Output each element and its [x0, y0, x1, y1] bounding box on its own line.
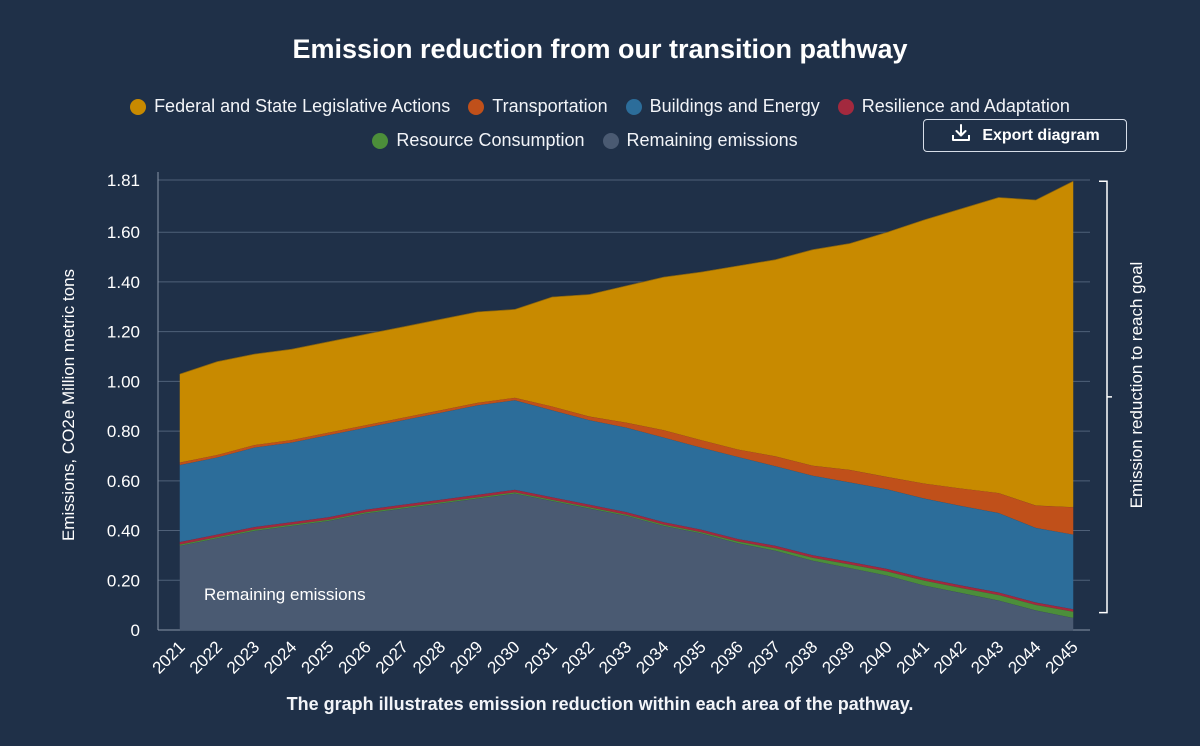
x-tick-label: 2029 [446, 637, 486, 677]
legend-label: Remaining emissions [626, 130, 798, 150]
y-tick-label: 1.81 [107, 171, 140, 190]
x-tick-label: 2035 [670, 637, 710, 677]
x-tick-label: 2032 [558, 637, 598, 677]
x-tick-label: 2034 [632, 637, 672, 677]
legend-swatch [625, 98, 642, 115]
x-tick-label: 2028 [409, 637, 449, 677]
y-tick-label: 1.60 [107, 223, 140, 242]
legend-label: Buildings and Energy [649, 96, 820, 116]
x-tick-label: 2042 [930, 637, 970, 677]
legend-label: Resilience and Adaptation [861, 96, 1070, 116]
y-tick-label: 1.20 [107, 323, 140, 342]
legend: Federal and State Legislative Actions Tra… [0, 96, 1200, 117]
legend-swatch [130, 98, 147, 115]
y-tick-label: 0.20 [107, 571, 140, 590]
legend-swatch [468, 98, 485, 115]
legend-label: Resource Consumption [396, 130, 585, 150]
x-tick-label: 2036 [707, 637, 747, 677]
area-federal-and-state-legislative-actions [179, 180, 1074, 508]
y-tick-label: 1.00 [107, 372, 140, 391]
y-tick-label: 0.60 [107, 472, 140, 491]
x-tick-label: 2041 [893, 637, 933, 677]
reduction-bracket [1099, 180, 1112, 614]
legend: Resource Consumption Remaining emissions [0, 130, 1185, 151]
y-tick-label: 0 [131, 621, 140, 640]
legend-label: Federal and State Legislative Actions [154, 96, 451, 116]
x-tick-label: 2027 [372, 637, 412, 677]
y-tick-label: 0.80 [107, 422, 140, 441]
y-tick-label: 1.40 [107, 273, 140, 292]
legend-item-resilience-and-adaptation: Resilience and Adaptation [837, 96, 1070, 117]
remaining-emissions-label: Remaining emissions [204, 585, 366, 604]
x-tick-label: 2025 [297, 637, 337, 677]
chart-caption: The graph illustrates emission reduction… [286, 694, 914, 714]
x-tick-label: 2043 [967, 637, 1007, 677]
legend-label: Transportation [492, 96, 608, 116]
chart-title: Emission reduction from our transition p… [292, 34, 908, 64]
legend-item-federal-and-state-legislative-actions: Federal and State Legislative Actions [130, 96, 450, 117]
x-tick-label: 2040 [856, 637, 896, 677]
legend-item-remaining-emissions: Remaining emissions [602, 130, 798, 151]
y-tick-label: 0.40 [107, 522, 140, 541]
x-tick-label: 2023 [223, 637, 263, 677]
legend-item-buildings-and-energy: Buildings and Energy [625, 96, 820, 117]
legend-item-transportation: Transportation [468, 96, 608, 117]
series-line-federal-and-state-legislative-actions [179, 180, 1074, 375]
x-tick-label: 2022 [186, 637, 226, 677]
x-tick-label: 2038 [781, 637, 821, 677]
x-tick-label: 2031 [521, 637, 561, 677]
legend-swatch [372, 132, 389, 149]
x-tick-label: 2026 [335, 637, 375, 677]
legend-swatch [837, 98, 854, 115]
x-tick-label: 2037 [744, 637, 784, 677]
legend-item-resource-consumption: Resource Consumption [372, 130, 585, 151]
x-tick-label: 2021 [149, 637, 189, 677]
download-icon [950, 123, 972, 148]
legend-swatch [602, 132, 619, 149]
export-diagram-button[interactable]: Export diagram [923, 119, 1127, 152]
x-tick-label: 2044 [1004, 637, 1044, 677]
export-diagram-label: Export diagram [982, 126, 1100, 144]
x-tick-label: 2030 [484, 637, 524, 677]
x-tick-label: 2033 [595, 637, 635, 677]
reduction-goal-label: Emission reduction to reach goal [1127, 262, 1146, 509]
x-tick-label: 2045 [1042, 637, 1082, 677]
x-tick-label: 2024 [260, 637, 300, 677]
x-tick-label: 2039 [818, 637, 858, 677]
y-axis-title: Emissions, CO2e Million metric tons [59, 269, 78, 541]
